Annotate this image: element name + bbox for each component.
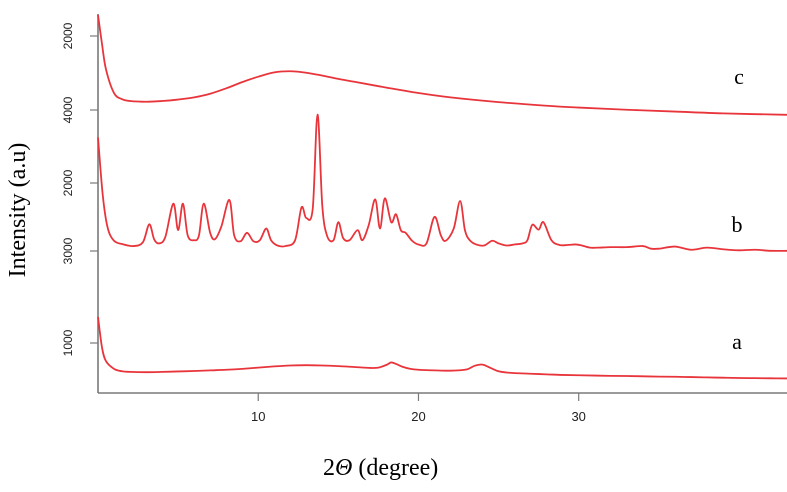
axes	[97, 14, 787, 394]
tick-group: 10 20 30 2000 4000 2000 3000 1000	[61, 22, 586, 424]
y-tick-label: 4000	[61, 96, 75, 123]
y-tick-label: 3000	[61, 237, 75, 264]
y-tick-label: 2000	[61, 169, 75, 196]
x-axis-label-suffix: (degree)	[352, 455, 439, 481]
curve-label-b: b	[732, 212, 743, 237]
series-b-line	[97, 113, 787, 252]
x-axis-label-symbol: Θ	[335, 455, 353, 481]
series-c-line	[97, 14, 787, 116]
x-tick-label: 10	[251, 409, 265, 424]
y-tick-label: 2000	[61, 22, 75, 49]
curve-label-group: c b a	[732, 64, 745, 354]
y-axis-label: Intensity (a.u)	[5, 142, 31, 278]
series-a-line	[97, 316, 787, 380]
x-tick-label: 20	[411, 409, 425, 424]
x-axis-label-prefix: 2	[323, 455, 335, 481]
curve-label-a: a	[732, 329, 742, 354]
y-tick-label: 1000	[61, 329, 75, 356]
curves	[97, 14, 787, 380]
curve-label-c: c	[734, 64, 744, 89]
x-tick-label: 30	[571, 409, 585, 424]
x-axis-label: 2Θ (degree)	[323, 455, 438, 482]
